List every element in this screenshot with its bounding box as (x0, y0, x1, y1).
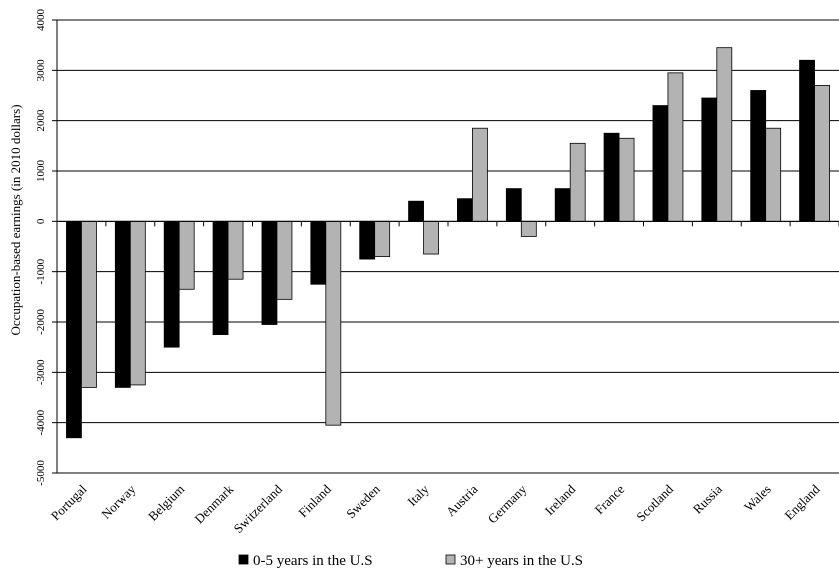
bar-switzerland-series-1 (261, 220, 278, 325)
y-tick-label: -3000 (35, 359, 47, 385)
y-tick-label: 2000 (35, 109, 47, 131)
x-tick-label-switzerland: Switzerland (231, 481, 286, 536)
bar-portugal-series-2 (81, 220, 97, 388)
x-tick-label-italy: Italy (404, 481, 432, 509)
x-tick-label-ireland: Ireland (542, 481, 579, 518)
bar-scotland-series-2 (667, 72, 684, 222)
bar-russia-series-1 (701, 97, 718, 222)
bar-germany-series-1 (505, 188, 522, 222)
bars (66, 47, 830, 439)
axes (52, 19, 839, 474)
bar-austria-series-2 (472, 127, 488, 222)
bar-scotland-series-1 (652, 105, 669, 222)
x-tick-label-germany: Germany (485, 481, 530, 526)
bar-belgium-series-2 (178, 220, 195, 290)
bar-denmark-series-1 (212, 220, 229, 335)
x-tick-label-finland: Finland (295, 481, 334, 520)
x-tick-label-russia: Russia (690, 481, 725, 516)
bar-england-series-2 (814, 85, 830, 222)
legend: 0-5 years in the U.S 30+ years in the U.S (238, 553, 583, 569)
x-tick-label-england: England (781, 481, 823, 523)
bar-ireland-series-1 (554, 188, 571, 222)
bar-belgium-series-1 (163, 220, 180, 348)
bar-wales-series-2 (765, 127, 782, 222)
x-tick-label-norway: Norway (98, 481, 139, 522)
x-tick-label-wales: Wales (741, 482, 774, 515)
y-tick-label: 1000 (35, 160, 47, 183)
bar-wales-series-1 (750, 90, 767, 222)
bar-france-series-1 (603, 132, 620, 222)
y-tick-label: -4000 (35, 409, 47, 435)
y-tick-labels: 4000 3000 2000 1000 0 -1000 -2000 -3000 -4000 -50… (35, 9, 47, 486)
legend-label-1: 0-5 years in the U.S (253, 553, 373, 569)
bar-norway-series-2 (129, 220, 146, 386)
bar-sweden-series-1 (359, 220, 376, 260)
bar-france-series-2 (618, 137, 635, 222)
bar-switzerland-series-2 (276, 220, 293, 300)
bar-england-series-1 (799, 59, 815, 222)
y-tick-label: -1000 (35, 258, 47, 284)
bar-austria-series-1 (457, 198, 473, 222)
bar-portugal-series-1 (66, 220, 82, 439)
bar-russia-series-2 (716, 47, 733, 222)
bar-finland-series-1 (310, 220, 327, 285)
y-tick-label: -5000 (35, 460, 47, 486)
y-tick-label: -2000 (35, 309, 47, 335)
bar-finland-series-2 (325, 220, 342, 426)
x-tick-label-scotland: Scotland (633, 481, 676, 524)
bar-germany-series-2 (520, 220, 537, 237)
x-tick-label-belgium: Belgium (145, 482, 187, 524)
x-tick-label-portugal: Portugal (48, 481, 90, 523)
bar-sweden-series-2 (374, 220, 391, 257)
y-tick-label: 4000 (35, 9, 47, 32)
bar-ireland-series-2 (569, 142, 586, 222)
x-tick-label-austria: Austria (443, 481, 481, 519)
x-tick-label-denmark: Denmark (191, 481, 236, 526)
bar-italy-series-2 (423, 220, 439, 255)
bar-denmark-series-2 (227, 220, 244, 280)
legend-label-2: 30+ years in the U.S (460, 553, 583, 569)
legend-swatch-1 (238, 554, 249, 565)
bar-norway-series-1 (114, 220, 131, 388)
legend-swatch-2 (445, 554, 456, 565)
y-tick-label: 0 (35, 218, 47, 224)
y-tick-label: 3000 (35, 59, 47, 82)
y-axis-label: Occupation-based earnings (in 2010 dolla… (8, 104, 23, 335)
x-tick-label-france: France (592, 481, 628, 517)
bar-italy-series-1 (408, 200, 424, 222)
x-tick-label-sweden: Sweden (343, 481, 383, 521)
